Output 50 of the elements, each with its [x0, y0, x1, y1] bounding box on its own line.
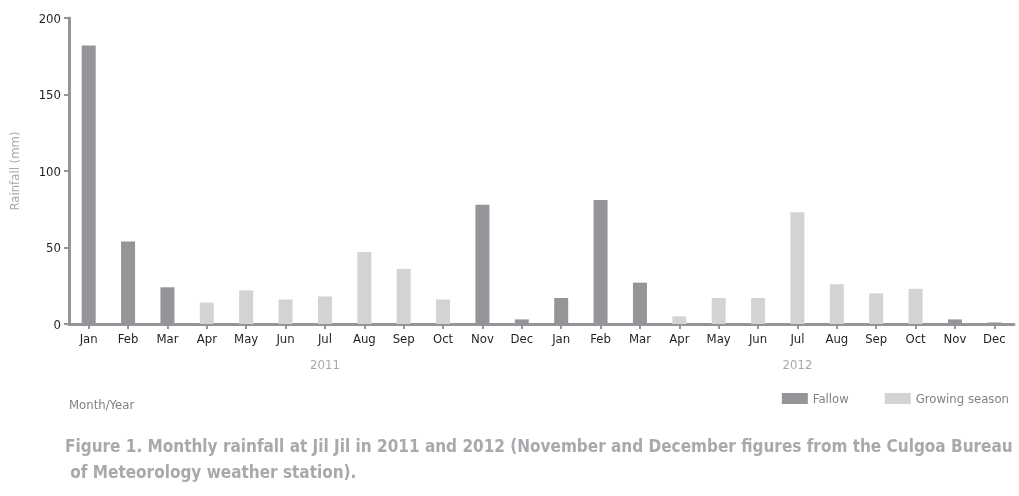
bar: [436, 299, 451, 324]
y-tick-label: 200: [38, 10, 61, 26]
bar: [790, 212, 805, 324]
text: Figure 1. Monthly rainfall at Jil Jil in 2011 and 2012 (November and December figures from the Culgoa Bureau of Meteorology weather station).: [65, 436, 1013, 482]
x-tick-label: Jul: [316, 331, 332, 346]
x-tick-label: Jun: [275, 331, 295, 346]
text: 2012: [782, 357, 813, 372]
x-tick-label: Mar: [156, 331, 179, 346]
legend-label: Growing season: [915, 391, 1010, 406]
x-tick-label: Feb: [590, 331, 611, 346]
y-tick-label: 50: [46, 240, 61, 255]
bar: [711, 297, 726, 324]
x-tick-label: Apr: [669, 331, 690, 346]
y-axis-title: Rainfall (mm): [7, 131, 22, 211]
x-tick-label: May: [706, 331, 731, 346]
bar: [278, 299, 293, 324]
bar: [317, 296, 332, 324]
x-tick-label: Mar: [628, 331, 652, 346]
bar: [239, 290, 254, 324]
x-tick-label: Nov: [471, 331, 494, 346]
y-tick-label: 150: [38, 87, 61, 102]
x-tick-label: Dec: [510, 331, 534, 346]
x-tick-label: Aug: [825, 331, 849, 346]
x-tick-label: Jun: [747, 331, 768, 346]
y-tick-label: 100: [38, 163, 61, 179]
x-axis-title: Month/Year: [69, 397, 135, 412]
x-tick-label: Apr: [196, 331, 218, 346]
y-tick-label: 0: [53, 316, 61, 332]
x-tick-label: Sep: [392, 331, 415, 346]
bar: [751, 297, 766, 324]
bar: [396, 268, 411, 324]
bar: [869, 293, 884, 324]
bar: [199, 302, 214, 324]
x-tick-label: Jan: [78, 331, 98, 346]
bar: [357, 252, 372, 324]
x-tick-label: May: [234, 331, 259, 346]
x-tick-label: Dec: [982, 331, 1006, 346]
x-tick-label: Jul: [789, 331, 805, 346]
x-tick-label: Jan: [551, 331, 571, 346]
legend-label: Fallow: [812, 391, 850, 406]
x-tick-label: Oct: [905, 331, 927, 346]
x-tick-label: Oct: [432, 331, 454, 346]
x-tick-label: Feb: [117, 331, 139, 346]
x-tick-label: Aug: [352, 331, 376, 346]
text: 2011: [310, 357, 340, 372]
bar: [908, 288, 923, 324]
x-tick-label: Nov: [943, 331, 967, 346]
x-tick-label: Sep: [865, 331, 888, 346]
bar: [672, 316, 687, 324]
bar: [829, 284, 844, 324]
